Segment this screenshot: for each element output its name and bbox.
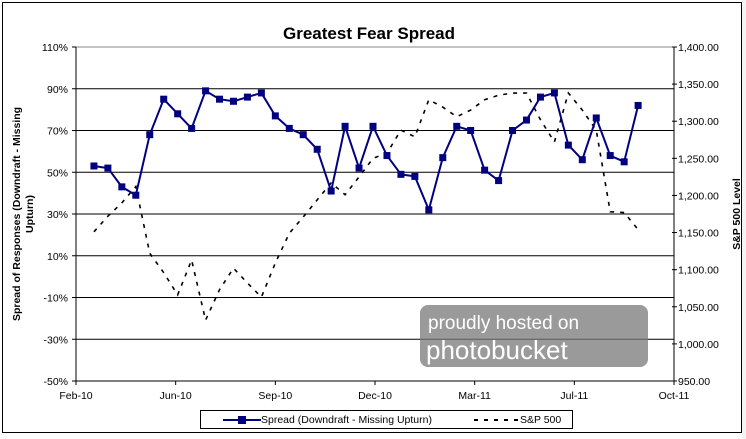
watermark-line2: photobucket — [426, 335, 568, 365]
spread-point — [229, 97, 237, 105]
spread-point — [202, 87, 210, 95]
spread-point — [592, 114, 600, 122]
spread-point — [257, 89, 265, 97]
y2-tick-label: 1,000.00 — [678, 339, 719, 351]
spread-point — [634, 101, 642, 109]
photobucket-watermark: proudly hosted on photobucket — [420, 305, 648, 367]
y2-tick-label: 1,350.00 — [678, 79, 719, 91]
x-tick-label: Dec-10 — [358, 390, 392, 402]
spread-point — [383, 152, 391, 160]
spread-point — [481, 166, 489, 174]
y2-tick-label: 1,200.00 — [678, 190, 719, 202]
spread-point — [341, 122, 349, 130]
spread-point — [453, 122, 461, 130]
spread-point — [425, 206, 433, 214]
y-axis-label: Spread of Responses (Downdraft - Missing… — [11, 107, 36, 321]
sp500-line — [93, 91, 639, 323]
spread-point — [578, 156, 586, 164]
spread-point — [355, 164, 363, 172]
legend-sp500-marker — [473, 418, 518, 421]
y-tick-label: 10% — [47, 251, 68, 263]
spread-point — [522, 116, 530, 124]
y2-axis-label: S&P 500 Level — [731, 178, 743, 250]
spread-point — [369, 122, 377, 130]
spread-point — [509, 127, 517, 134]
y-tick-label: -50% — [43, 376, 68, 388]
spread-point — [243, 93, 251, 101]
legend-sp500-label: S&P 500 — [519, 413, 562, 426]
x-tick-label: Mar-11 — [458, 390, 491, 402]
x-tick-label: Jul-11 — [560, 390, 588, 402]
x-tick-label: Jun-10 — [160, 390, 192, 402]
y-tick-label: 30% — [47, 209, 68, 221]
y-tick-label: 70% — [47, 126, 68, 138]
spread-point — [271, 112, 279, 120]
spreadsheet-edge — [742, 0, 746, 439]
spread-point — [467, 127, 475, 134]
spread-point — [564, 141, 572, 149]
y2-tick-label: 950.00 — [678, 376, 710, 388]
spread-point — [327, 187, 335, 195]
y-tick-label: 90% — [47, 84, 68, 96]
y-tick-label: 110% — [42, 42, 68, 54]
y2-tick-label: 1,150.00 — [678, 228, 719, 240]
spread-point — [620, 158, 628, 166]
spread-point — [299, 131, 307, 139]
spread-point — [536, 93, 544, 101]
x-tick-label: Oct-11 — [659, 390, 690, 402]
spread-point — [132, 191, 140, 199]
spread-line — [93, 89, 640, 211]
x-tick-label: Feb-10 — [59, 390, 92, 402]
spread-point — [285, 124, 293, 132]
y2-tick-label: 1,400.00 — [678, 42, 719, 54]
spread-point — [550, 89, 558, 97]
spread-point — [495, 177, 503, 185]
spread-point — [146, 131, 154, 139]
y-tick-label: 50% — [47, 167, 68, 179]
y2-tick-label: 1,050.00 — [678, 302, 719, 314]
spread-point — [606, 152, 614, 160]
y2-tick-label: 1,300.00 — [678, 116, 719, 128]
spread-point — [104, 164, 112, 172]
spread-point — [118, 183, 126, 191]
legend: Spread (Downdraft - Missing Upturn) S&P … — [200, 410, 573, 429]
spread-point — [160, 95, 168, 103]
y2-tick-label: 1,100.00 — [678, 265, 719, 277]
legend-spread-label: Spread (Downdraft - Missing Upturn) — [261, 413, 432, 426]
y2-tick-label: 1,250.00 — [678, 153, 719, 165]
chart-title: Greatest Fear Spread — [283, 24, 455, 43]
spread-point — [439, 154, 447, 162]
spread-point — [411, 172, 419, 180]
y-tick-label: -10% — [43, 293, 68, 305]
watermark-line1: proudly hosted on — [428, 313, 580, 334]
spread-point — [188, 124, 196, 132]
spread-point — [174, 110, 182, 118]
spread-point — [397, 170, 405, 178]
x-tick-label: Sep-10 — [258, 390, 292, 402]
legend-spread-marker — [223, 415, 261, 424]
spread-point — [313, 145, 321, 153]
y-tick-label: -30% — [43, 334, 68, 346]
spread-point — [216, 95, 224, 103]
spread-point — [90, 162, 98, 170]
